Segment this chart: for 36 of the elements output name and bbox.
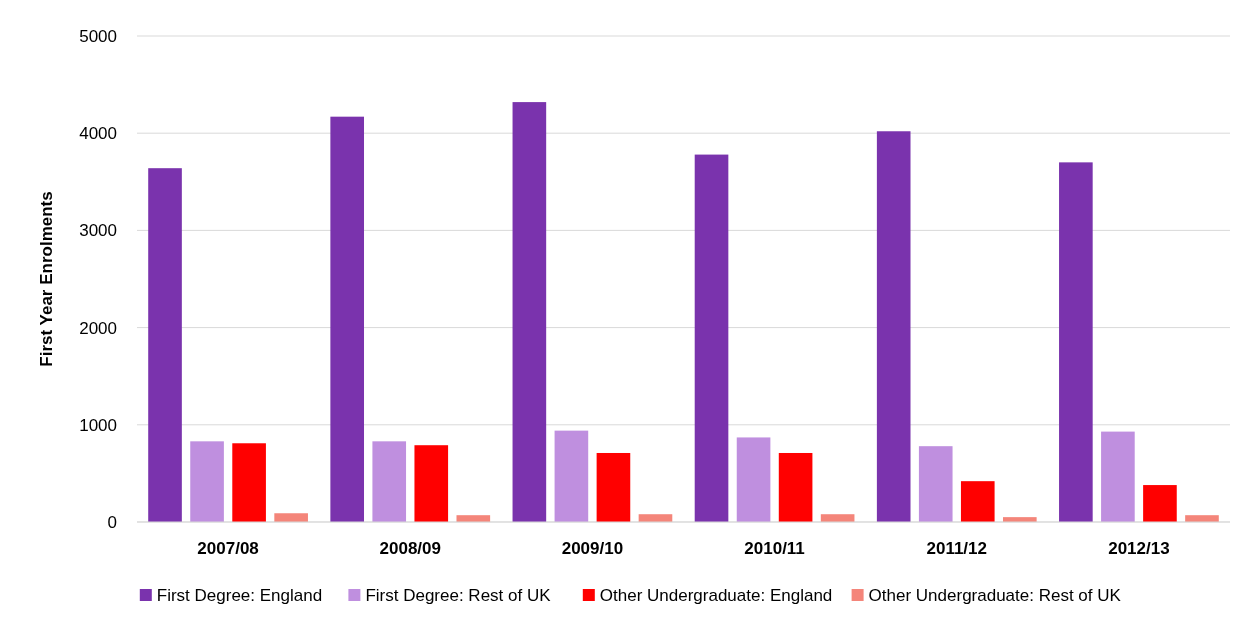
- legend-label: Other Undergraduate: Rest of UK: [868, 585, 1122, 605]
- y-tick-label: 0: [107, 512, 117, 532]
- bar: [554, 430, 589, 522]
- bar: [148, 168, 182, 522]
- bar: [330, 116, 365, 522]
- bar: [596, 452, 631, 522]
- y-tick-label: 2000: [79, 318, 117, 338]
- y-tick-label: 4000: [79, 124, 117, 144]
- bar: [1101, 431, 1135, 522]
- bar: [694, 154, 729, 522]
- bar: [512, 102, 547, 522]
- y-tick-label: 3000: [79, 221, 117, 241]
- bar: [918, 446, 953, 522]
- bar: [876, 131, 911, 522]
- bar: [274, 513, 308, 522]
- x-tick-label: 2011/12: [926, 539, 988, 558]
- bar: [1143, 485, 1177, 522]
- y-axis-title: First Year Enrolments: [37, 191, 56, 367]
- legend-label: First Degree: England: [156, 585, 323, 605]
- x-tick-label: 2010/11: [744, 539, 805, 558]
- bar: [232, 443, 266, 522]
- bar: [1059, 162, 1093, 522]
- x-tick-label: 2012/13: [1108, 539, 1170, 558]
- y-tick-label: 5000: [79, 26, 117, 46]
- legend-label: First Degree: Rest of UK: [365, 585, 552, 605]
- x-tick-label: 2008/09: [379, 539, 441, 558]
- x-tick-label: 2007/08: [197, 539, 259, 558]
- x-tick-label: 2009/10: [561, 539, 624, 558]
- legend-label: Other Undergraduate: England: [599, 585, 833, 605]
- bar: [960, 481, 995, 522]
- bar: [736, 437, 771, 522]
- bar: [414, 445, 449, 522]
- bar: [778, 452, 813, 522]
- bar: [190, 441, 224, 522]
- y-tick-label: 1000: [79, 415, 117, 435]
- bar: [372, 441, 407, 522]
